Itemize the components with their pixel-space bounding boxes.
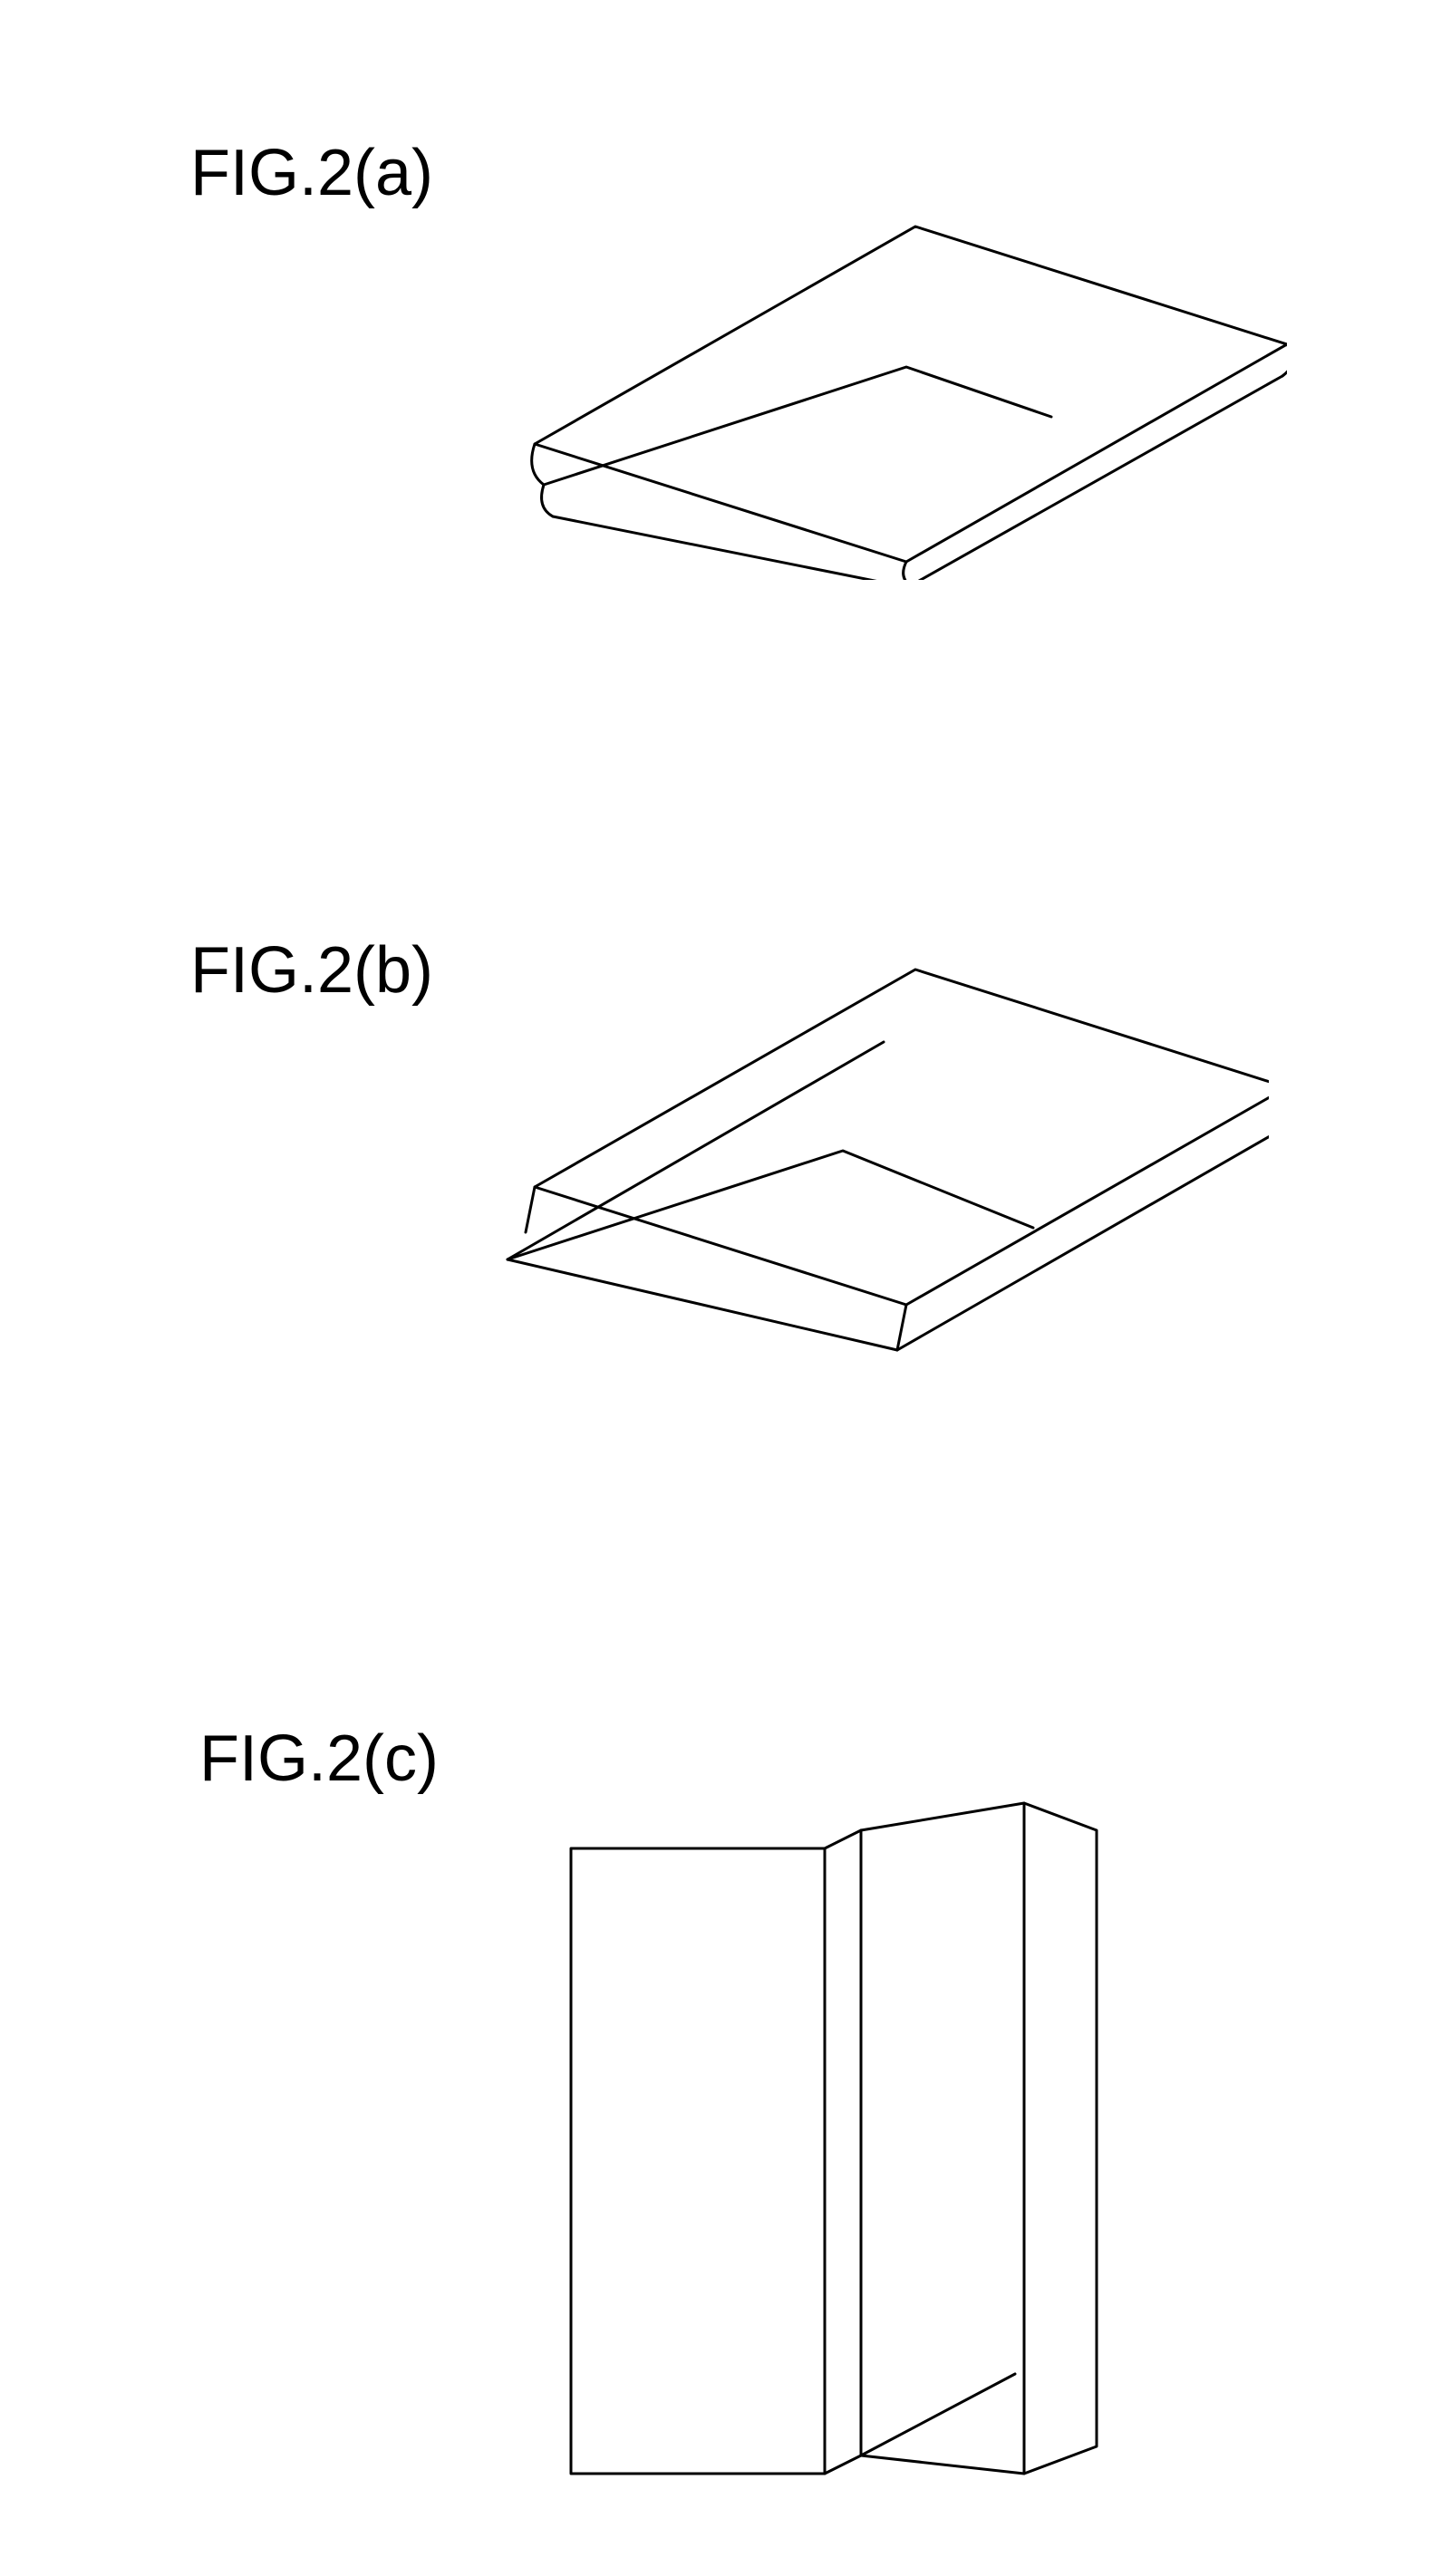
stroke-path: [904, 562, 915, 580]
stroke-path: [861, 1803, 1097, 2474]
stroke-path: [544, 367, 1051, 485]
figure-label-a: FIG.2(a): [190, 136, 433, 210]
stroke-path: [897, 1305, 906, 1350]
stroke-path: [825, 2455, 861, 2474]
figure-diagram-b: [453, 906, 1269, 1377]
stroke-path: [571, 1848, 825, 2474]
stroke-path: [508, 1042, 884, 1259]
stroke-path: [535, 970, 1269, 1305]
stroke-path: [1282, 344, 1287, 376]
stroke-path: [535, 227, 1287, 562]
figure-label-c: FIG.2(c): [199, 1722, 439, 1796]
figure-diagram-a: [471, 109, 1287, 580]
figure-diagram-c: [517, 1776, 1151, 2501]
stroke-path: [526, 1187, 535, 1232]
stroke-path: [542, 485, 553, 516]
stroke-path: [508, 1259, 897, 1350]
figure-label-b: FIG.2(b): [190, 933, 433, 1008]
stroke-path: [913, 376, 1282, 580]
stroke-path: [897, 1133, 1269, 1350]
stroke-path: [861, 2374, 1015, 2455]
stroke-path: [825, 1830, 861, 1848]
stroke-path: [532, 444, 544, 485]
stroke-path: [508, 1151, 1033, 1259]
